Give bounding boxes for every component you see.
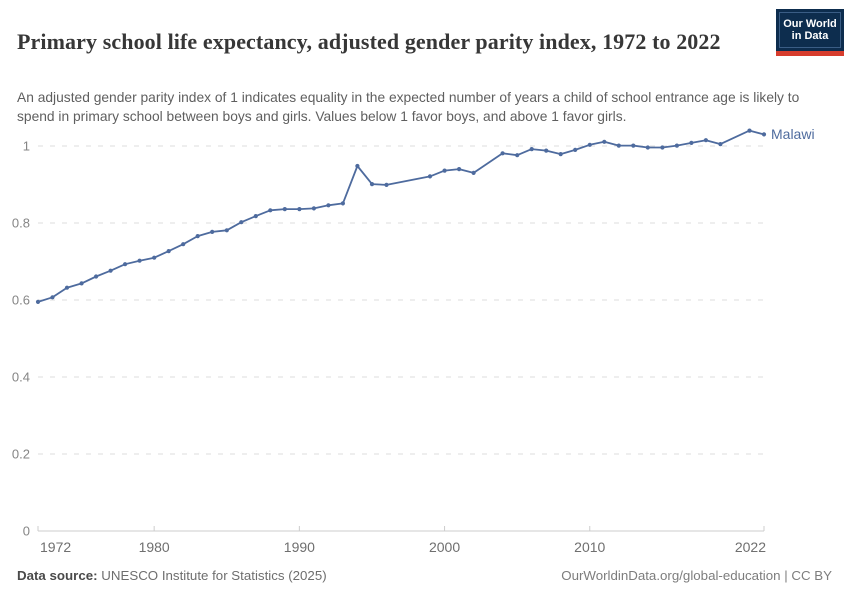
data-point[interactable] <box>660 145 665 150</box>
y-axis-tick-label: 0.8 <box>12 216 30 231</box>
data-point[interactable] <box>297 207 302 212</box>
data-point[interactable] <box>471 170 476 175</box>
data-point[interactable] <box>442 168 447 173</box>
data-point[interactable] <box>108 268 113 273</box>
y-axis-tick-label: 0.6 <box>12 293 30 308</box>
data-point[interactable] <box>602 139 607 144</box>
page-title: Primary school life expectancy, adjusted… <box>17 28 721 54</box>
data-point[interactable] <box>369 182 375 187</box>
data-point[interactable] <box>529 147 534 152</box>
data-point[interactable] <box>427 174 433 179</box>
x-axis-tick-label: 2010 <box>574 539 605 555</box>
data-point[interactable] <box>166 249 171 254</box>
y-axis-tick-label: 0.4 <box>12 370 30 385</box>
owid-logo-line2: in Data <box>791 30 829 42</box>
data-point[interactable] <box>674 143 680 148</box>
data-point[interactable] <box>64 285 70 290</box>
owid-logo-line1: Our World <box>783 17 837 30</box>
data-point[interactable] <box>50 295 55 300</box>
chart-subtitle: An adjusted gender parity index of 1 ind… <box>17 89 800 125</box>
data-point[interactable] <box>761 132 767 137</box>
data-point[interactable] <box>239 220 244 225</box>
y-axis-tick-label: 1 <box>23 139 30 154</box>
data-point[interactable] <box>544 148 549 153</box>
data-point[interactable] <box>210 229 215 234</box>
data-point[interactable] <box>689 140 694 145</box>
data-point[interactable] <box>645 145 650 150</box>
malawi-line[interactable] <box>37 129 765 303</box>
x-axis-tick-label: 2022 <box>735 539 766 555</box>
y-axis-tick-label: 0 <box>23 524 30 539</box>
data-point[interactable] <box>573 147 578 152</box>
data-source-label: Data source: <box>17 568 98 583</box>
data-point[interactable] <box>268 208 273 213</box>
data-point[interactable] <box>616 143 621 148</box>
data-point[interactable] <box>340 201 345 206</box>
data-point[interactable] <box>35 299 41 304</box>
data-point[interactable] <box>152 255 157 260</box>
data-point[interactable] <box>282 207 287 212</box>
data-point[interactable] <box>718 142 723 147</box>
chart-footer: Data source: UNESCO Institute for Statis… <box>17 568 832 583</box>
data-point[interactable] <box>311 206 316 211</box>
data-point[interactable] <box>457 167 462 172</box>
data-point[interactable] <box>747 128 752 133</box>
data-point[interactable] <box>195 234 200 239</box>
data-point[interactable] <box>703 138 709 143</box>
data-point[interactable] <box>587 142 592 147</box>
data-point[interactable] <box>558 152 563 157</box>
data-point[interactable] <box>326 203 331 208</box>
data-point[interactable] <box>181 242 186 247</box>
data-point[interactable] <box>79 281 84 286</box>
x-axis-tick-label: 1980 <box>139 539 170 555</box>
data-point[interactable] <box>137 258 142 263</box>
entity-label-malawi[interactable]: Malawi <box>771 126 815 142</box>
owid-logo[interactable]: Our World in Data <box>776 9 844 56</box>
data-point[interactable] <box>224 228 229 233</box>
data-point[interactable] <box>631 143 636 148</box>
data-point[interactable] <box>384 182 389 187</box>
x-axis-tick-label: 2000 <box>429 539 460 555</box>
data-point[interactable] <box>123 262 128 267</box>
data-point[interactable] <box>515 153 520 158</box>
data-source: Data source: UNESCO Institute for Statis… <box>17 568 327 583</box>
data-point[interactable] <box>355 163 360 169</box>
owid-logo-red-bar <box>776 51 844 56</box>
x-axis-tick-label: 1972 <box>40 539 71 555</box>
data-point[interactable] <box>253 214 258 219</box>
license-link[interactable]: OurWorldinData.org/global-education | CC… <box>561 568 832 583</box>
data-point[interactable] <box>500 151 505 156</box>
data-source-value: UNESCO Institute for Statistics (2025) <box>97 568 327 583</box>
data-point[interactable] <box>94 274 99 279</box>
x-axis-tick-label: 1990 <box>284 539 315 555</box>
y-axis-tick-label: 0.2 <box>12 447 30 462</box>
